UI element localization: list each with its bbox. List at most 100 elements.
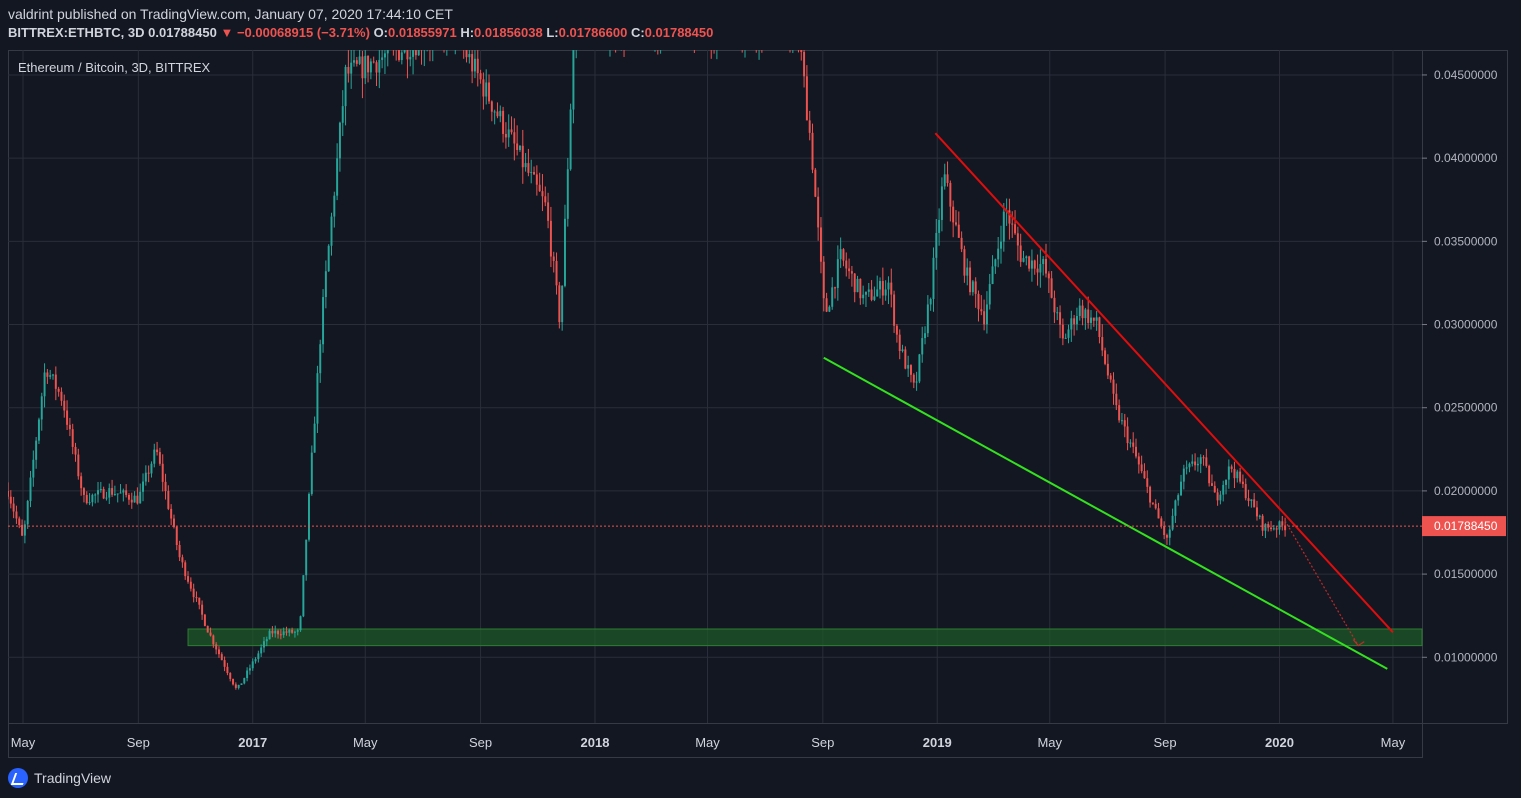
candle-body <box>310 452 313 494</box>
projection-arrow <box>1284 520 1359 646</box>
candle-body <box>1185 467 1188 469</box>
candle-body <box>1075 316 1078 325</box>
candle-body <box>1241 481 1244 485</box>
candle-body <box>398 49 400 61</box>
candle-body <box>9 496 12 504</box>
candle-body <box>274 630 277 634</box>
candle-body <box>1168 529 1171 538</box>
y-tick-label: 0.04000000 <box>1434 151 1498 165</box>
candle-body <box>220 654 223 661</box>
chart-area[interactable]: 0.04500000 0.04000000 0.03500000 0.03000000… <box>7 0 1508 758</box>
arrow-head-icon <box>1352 639 1365 647</box>
candle-body <box>867 289 870 292</box>
x-tick-label: 2018 <box>581 735 610 750</box>
ohlc-high-value: 0.01856038 <box>474 25 543 40</box>
symbol-label[interactable]: BITTREX:ETHBTC, 3D <box>8 25 145 40</box>
candle-body <box>1112 379 1115 394</box>
candle-body <box>66 410 69 425</box>
candle-body <box>1070 318 1073 330</box>
candle-body <box>848 268 851 272</box>
candle-body <box>293 631 296 633</box>
candle-body <box>74 446 77 455</box>
candle-body <box>1014 224 1017 234</box>
candle-body <box>234 684 237 688</box>
candle-body <box>473 58 476 72</box>
candle-body <box>386 42 389 54</box>
candle-body <box>217 649 220 655</box>
candle-body <box>355 60 358 64</box>
candle-body <box>1129 442 1132 444</box>
candle-body <box>313 423 316 453</box>
candle-body <box>7 490 9 497</box>
candle-body <box>282 631 285 635</box>
candle-body <box>1247 498 1250 502</box>
candle-body <box>296 630 299 632</box>
candle-body <box>1233 468 1236 479</box>
candle-body <box>1182 468 1185 482</box>
candle-body <box>308 493 310 540</box>
price-chart[interactable]: 0.04500000 0.04000000 0.03500000 0.03000000… <box>7 0 1508 758</box>
candle-body <box>175 526 178 545</box>
candle-body <box>468 54 471 58</box>
candle-body <box>988 284 991 305</box>
support-trendline <box>823 356 1388 670</box>
ohlc-high-label: H: <box>460 25 475 40</box>
candle-body <box>850 271 853 274</box>
candle-body <box>181 557 184 563</box>
trendline-drawings <box>8 132 1422 670</box>
candle-body <box>212 635 215 645</box>
candle-body <box>1244 484 1247 499</box>
y-tick-label: 0.01500000 <box>1434 567 1498 581</box>
y-tick-label: 0.02000000 <box>1434 484 1498 498</box>
candle-body <box>547 202 550 221</box>
candle-body <box>63 400 66 411</box>
candle-body <box>172 518 175 527</box>
candle-body <box>119 492 122 494</box>
candle-body <box>876 289 879 297</box>
candle-body <box>1258 515 1261 517</box>
time-axis[interactable]: May Sep 2017 May Sep 2018 May Sep 2019 May Sep 2020… <box>11 735 1406 750</box>
candle-body <box>915 381 918 383</box>
candle-body <box>108 488 111 498</box>
candle-body <box>299 616 302 631</box>
candle-body <box>940 186 943 220</box>
candle-body <box>195 597 198 599</box>
candle-body <box>1163 525 1166 536</box>
candle-body <box>510 129 513 133</box>
candle-body <box>825 298 828 312</box>
candle-body <box>499 110 502 117</box>
candle-body <box>521 145 524 168</box>
candle-body <box>170 508 173 519</box>
candle-body <box>513 132 516 144</box>
candle-body <box>881 281 884 296</box>
candlestick-series <box>7 0 1287 690</box>
x-tick-label: May <box>1037 735 1062 750</box>
candle-body <box>375 62 378 73</box>
candle-body <box>870 289 873 300</box>
x-tick-label: May <box>1381 735 1406 750</box>
candle-body <box>288 629 291 633</box>
candle-body <box>853 273 856 293</box>
candle-body <box>1092 317 1095 321</box>
candle-body <box>291 629 294 633</box>
candle-body <box>1261 515 1264 531</box>
candle-body <box>1019 245 1022 262</box>
candle-body <box>327 245 330 272</box>
candle-body <box>963 249 966 276</box>
candle-body <box>189 581 192 589</box>
candle-body <box>361 56 364 79</box>
candle-body <box>974 281 977 294</box>
candle-body <box>262 641 265 648</box>
candle-body <box>938 219 941 233</box>
candle-body <box>1061 324 1064 339</box>
candle-body <box>1140 464 1143 472</box>
y-tick-label: 0.03000000 <box>1434 318 1498 332</box>
price-axis[interactable]: 0.04500000 0.04000000 0.03500000 0.03000000… <box>1422 68 1506 664</box>
candle-body <box>1011 223 1014 225</box>
candle-body <box>1047 273 1050 279</box>
candle-body <box>1236 471 1239 479</box>
candle-body <box>1098 317 1101 338</box>
candle-body <box>324 271 327 298</box>
candle-body <box>164 481 167 492</box>
candle-body <box>12 503 15 512</box>
